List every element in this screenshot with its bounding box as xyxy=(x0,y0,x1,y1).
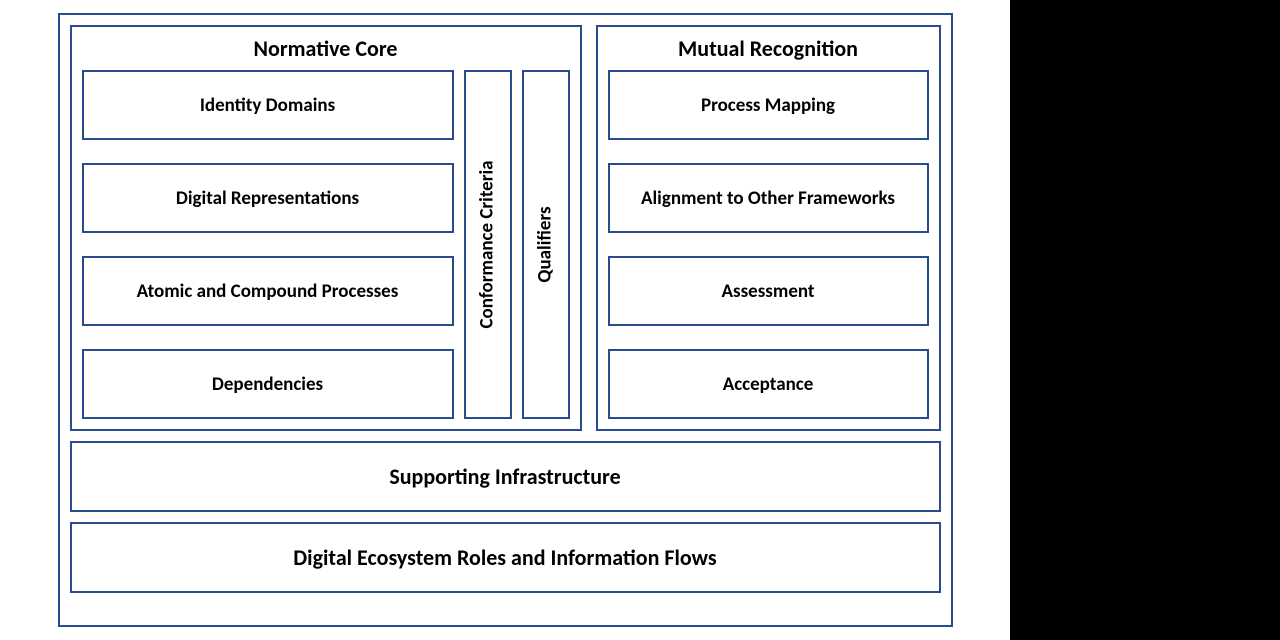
diagram-canvas: Normative Core Identity Domains Digital … xyxy=(0,0,1010,640)
digital-representations-box: Digital Representations xyxy=(82,163,454,233)
conformance-criteria-box: Conformance Criteria xyxy=(464,70,512,419)
top-row: Normative Core Identity Domains Digital … xyxy=(70,25,941,431)
assessment-box: Assessment xyxy=(608,256,929,326)
normative-core-section: Normative Core Identity Domains Digital … xyxy=(70,25,582,431)
mutual-recognition-title: Mutual Recognition xyxy=(598,27,939,70)
atomic-compound-processes-box: Atomic and Compound Processes xyxy=(82,256,454,326)
outer-frame: Normative Core Identity Domains Digital … xyxy=(58,13,953,627)
normative-core-stack: Identity Domains Digital Representations… xyxy=(82,70,454,419)
alignment-frameworks-box: Alignment to Other Frameworks xyxy=(608,163,929,233)
mutual-recognition-section: Mutual Recognition Process Mapping Align… xyxy=(596,25,941,431)
qualifiers-box: Qualifiers xyxy=(522,70,570,419)
normative-core-body: Identity Domains Digital Representations… xyxy=(72,70,580,429)
supporting-infrastructure-bar: Supporting Infrastructure xyxy=(70,441,941,512)
dependencies-box: Dependencies xyxy=(82,349,454,419)
normative-core-title: Normative Core xyxy=(72,27,580,70)
digital-ecosystem-bar: Digital Ecosystem Roles and Information … xyxy=(70,522,941,593)
conformance-criteria-label: Conformance Criteria xyxy=(476,160,499,328)
process-mapping-box: Process Mapping xyxy=(608,70,929,140)
mutual-recognition-body: Process Mapping Alignment to Other Frame… xyxy=(598,70,939,429)
identity-domains-box: Identity Domains xyxy=(82,70,454,140)
mutual-recognition-stack: Process Mapping Alignment to Other Frame… xyxy=(608,70,929,419)
qualifiers-label: Qualifiers xyxy=(534,206,557,282)
acceptance-box: Acceptance xyxy=(608,349,929,419)
